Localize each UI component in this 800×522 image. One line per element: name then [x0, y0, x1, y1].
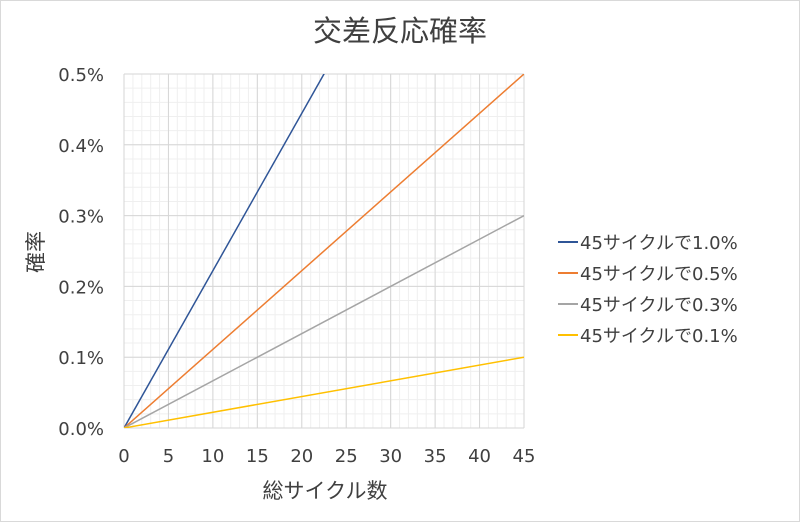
- x-tick-label: 30: [379, 446, 402, 467]
- legend-item: 45サイクルで0.5%: [558, 257, 738, 288]
- x-tick-label: 15: [246, 446, 269, 467]
- legend-item: 45サイクルで0.3%: [558, 288, 738, 319]
- y-tick-label: 0.2%: [58, 277, 104, 298]
- x-tick-label: 25: [335, 446, 358, 467]
- legend-item: 45サイクルで1.0%: [558, 226, 738, 257]
- chart-title: 交差反応確率: [312, 14, 487, 48]
- x-tick-label: 20: [290, 446, 313, 467]
- legend: 45サイクルで1.0% 45サイクルで0.5% 45サイクルで0.3% 45サイクルで…: [558, 226, 738, 350]
- legend-label: 45サイクルで0.5%: [580, 263, 738, 285]
- x-tick-label: 5: [163, 446, 174, 467]
- legend-label: 45サイクルで1.0%: [580, 232, 738, 254]
- y-axis-ticks: 0.0% 0.1% 0.2% 0.3% 0.4% 0.5%: [58, 65, 104, 440]
- legend-swatch: [558, 333, 578, 336]
- y-tick-label: 0.0%: [58, 419, 104, 440]
- x-tick-label: 45: [513, 446, 536, 467]
- legend-swatch: [558, 240, 578, 243]
- series-line-3: [124, 214, 524, 428]
- legend-swatch: [558, 271, 578, 274]
- y-tick-label: 0.1%: [58, 348, 104, 369]
- x-axis-ticks: 0 5 10 15 20 25 30 35 40 45: [118, 446, 535, 467]
- x-tick-label: 40: [468, 446, 491, 467]
- legend-label: 45サイクルで0.3%: [580, 294, 738, 316]
- y-tick-label: 0.5%: [58, 65, 104, 86]
- series-line-2: [124, 74, 524, 428]
- x-tick-label: 0: [118, 446, 129, 467]
- y-tick-label: 0.4%: [58, 136, 104, 157]
- series-lines: [124, 74, 524, 428]
- x-axis-title: 総サイクル数: [263, 479, 388, 503]
- series-line-4: [124, 356, 524, 428]
- legend-swatch: [558, 302, 578, 305]
- y-axis-title: 確率: [24, 231, 48, 273]
- x-tick-label: 10: [201, 446, 224, 467]
- y-tick-label: 0.3%: [58, 207, 104, 228]
- x-tick-label: 35: [424, 446, 447, 467]
- legend-label: 45サイクルで0.1%: [580, 325, 738, 347]
- series-line-1: [124, 74, 325, 428]
- legend-item: 45サイクルで0.1%: [558, 319, 738, 350]
